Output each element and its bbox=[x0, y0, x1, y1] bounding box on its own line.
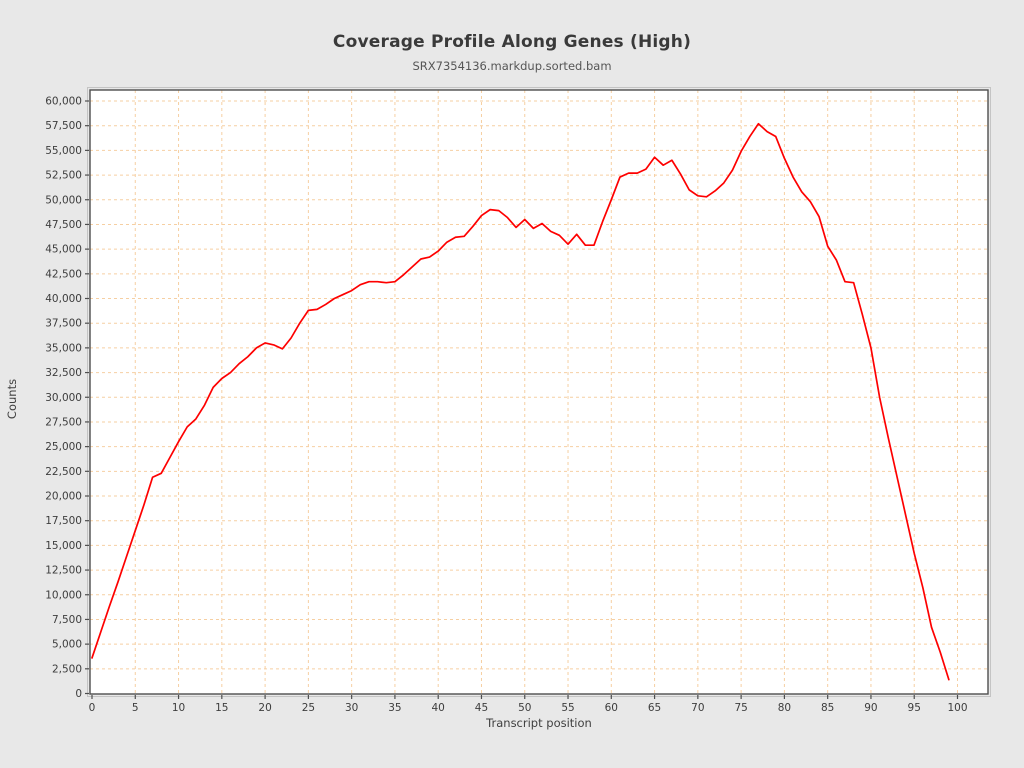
y-tick-label: 47,500 bbox=[45, 219, 82, 231]
y-tick-label: 50,000 bbox=[45, 194, 82, 206]
y-tick-label: 57,500 bbox=[45, 120, 82, 132]
y-tick-label: 37,500 bbox=[45, 318, 82, 330]
x-tick-label: 80 bbox=[778, 702, 791, 714]
y-tick-label: 32,500 bbox=[45, 367, 82, 379]
x-tick-label: 50 bbox=[518, 702, 531, 714]
x-tick-label: 10 bbox=[172, 702, 185, 714]
y-tick-label: 17,500 bbox=[45, 515, 82, 527]
y-tick-label: 20,000 bbox=[45, 491, 82, 503]
y-tick-label: 42,500 bbox=[45, 268, 82, 280]
plot-background bbox=[90, 90, 988, 694]
y-tick-label: 52,500 bbox=[45, 170, 82, 182]
y-tick-label: 5,000 bbox=[52, 639, 82, 651]
x-tick-label: 45 bbox=[475, 702, 488, 714]
y-tick-label: 2,500 bbox=[52, 663, 82, 675]
y-tick-label: 10,000 bbox=[45, 589, 82, 601]
y-tick-label: 22,500 bbox=[45, 466, 82, 478]
x-axis-label: Transcript position bbox=[486, 716, 592, 730]
plot-frame bbox=[89, 89, 989, 695]
x-tick-label: 65 bbox=[648, 702, 661, 714]
x-tick-label: 70 bbox=[691, 702, 704, 714]
y-tick-label: 27,500 bbox=[45, 416, 82, 428]
y-tick-label: 60,000 bbox=[45, 96, 82, 108]
y-tick-label: 30,000 bbox=[45, 392, 82, 404]
y-tick-label: 40,000 bbox=[45, 293, 82, 305]
x-tick-label: 5 bbox=[132, 702, 139, 714]
y-tick-label: 0 bbox=[75, 688, 82, 700]
x-tick-label: 90 bbox=[864, 702, 877, 714]
x-tick-label: 30 bbox=[345, 702, 358, 714]
plot-frame-bevel bbox=[87, 87, 991, 697]
x-tick-label: 55 bbox=[561, 702, 574, 714]
y-tick-label: 55,000 bbox=[45, 145, 82, 157]
y-tick-label: 12,500 bbox=[45, 565, 82, 577]
y-tick-label: 45,000 bbox=[45, 244, 82, 256]
y-axis-label: Counts bbox=[5, 378, 19, 420]
x-tick-label: 0 bbox=[89, 702, 96, 714]
coverage-line bbox=[91, 122, 950, 681]
x-tick-label: 75 bbox=[734, 702, 747, 714]
x-tick-label: 20 bbox=[258, 702, 271, 714]
x-tick-label: 95 bbox=[908, 702, 921, 714]
x-tick-label: 40 bbox=[432, 702, 445, 714]
chart-subtitle: SRX7354136.markdup.sorted.bam bbox=[412, 59, 612, 73]
x-tick-label: 100 bbox=[947, 702, 967, 714]
x-tick-label: 25 bbox=[302, 702, 315, 714]
x-tick-label: 35 bbox=[388, 702, 401, 714]
y-tick-label: 25,000 bbox=[45, 441, 82, 453]
x-tick-label: 85 bbox=[821, 702, 834, 714]
x-tick-label: 15 bbox=[215, 702, 228, 714]
x-tick-label: 60 bbox=[605, 702, 618, 714]
y-tick-label: 15,000 bbox=[45, 540, 82, 552]
y-tick-label: 7,500 bbox=[52, 614, 82, 626]
y-tick-label: 35,000 bbox=[45, 342, 82, 354]
chart-title: Coverage Profile Along Genes (High) bbox=[332, 32, 692, 52]
